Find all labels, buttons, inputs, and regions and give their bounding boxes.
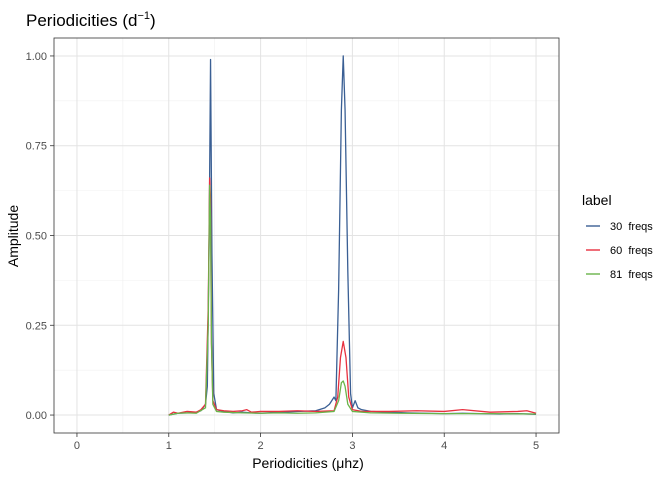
legend-label-2: 60 freqs — [610, 245, 653, 257]
x-tick-label: 5 — [533, 440, 539, 452]
y-tick-label: 1.00 — [26, 51, 47, 63]
legend-label-1: 30 freqs — [610, 221, 653, 233]
legend-title: label — [582, 192, 612, 208]
x-tick-label: 4 — [441, 440, 447, 452]
chart-title-suffix: ) — [150, 11, 156, 30]
axis-ticks: 0 1 2 3 4 5 0.00 0.25 0.50 0.75 1.00 — [26, 51, 540, 452]
y-tick-label: 0.00 — [26, 410, 47, 422]
series-line-3 — [168, 184, 537, 416]
legend-label-3: 81 freqs — [610, 269, 653, 281]
chart-title-superscript: −1 — [138, 10, 151, 22]
x-tick-label: 3 — [349, 440, 355, 452]
grid — [54, 38, 559, 433]
y-tick-label: 0.50 — [26, 231, 47, 243]
y-tick-label: 0.25 — [26, 320, 47, 332]
x-axis-title: Periodicities (μhz) — [252, 455, 364, 471]
x-tick-label: 1 — [166, 440, 172, 452]
series-lines — [168, 55, 537, 416]
legend: label 30 freqs 60 freqs 81 freqs — [582, 192, 653, 281]
chart-title: Periodicities (d−1) — [26, 10, 156, 30]
x-tick-label: 0 — [74, 440, 80, 452]
y-tick-label: 0.75 — [26, 141, 47, 153]
chart-title-main: Periodicities (d — [26, 11, 138, 30]
x-tick-label: 2 — [258, 440, 264, 452]
y-axis-title: Amplitude — [5, 205, 21, 267]
